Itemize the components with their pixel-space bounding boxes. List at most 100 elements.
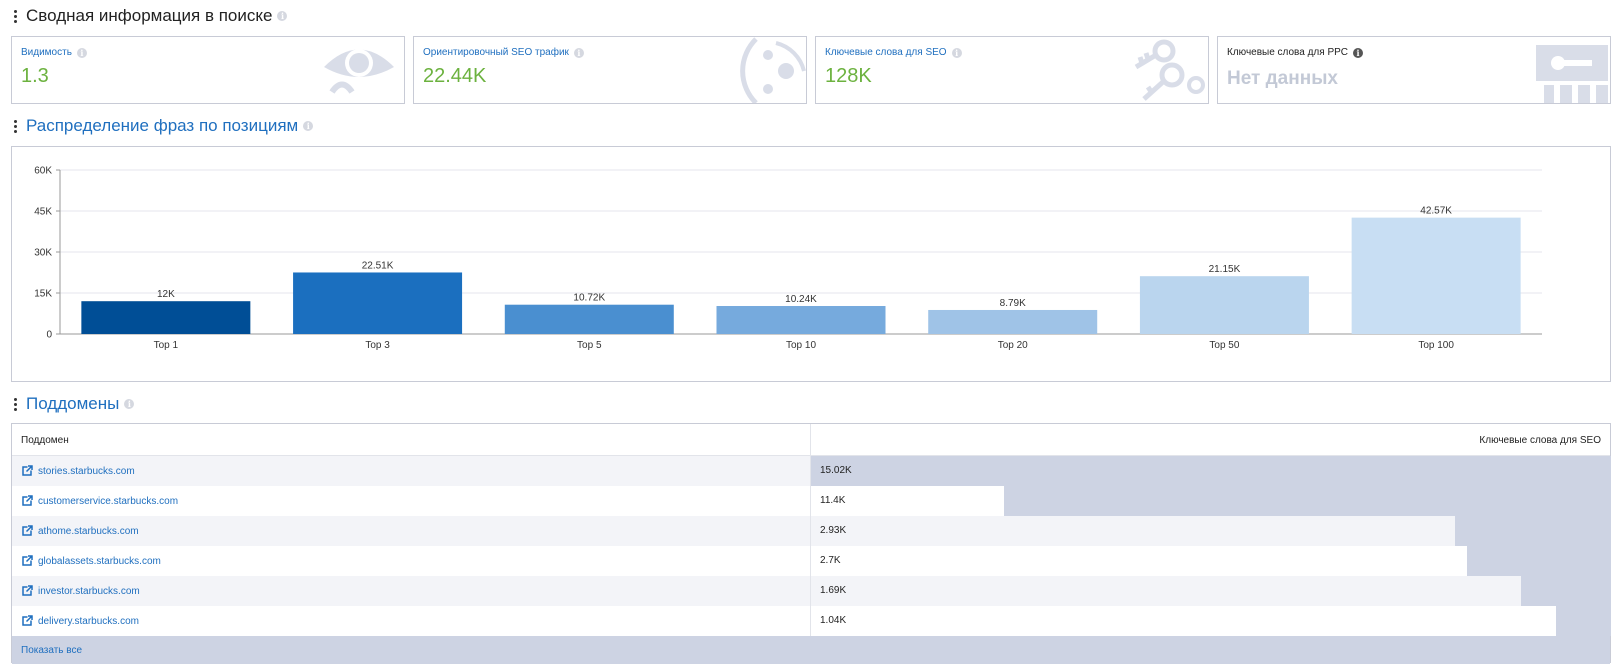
x-tick-label: Top 3 [365, 340, 390, 351]
positions-chart: 0 15K 30K 45K 60K 12K Top 1 22.51K Top 3 10.72K To… [11, 146, 1611, 382]
info-icon[interactable]: i [573, 47, 584, 58]
data-label: 10.72K [573, 293, 605, 304]
subdomain-name: globalassets.starbucks.com [38, 555, 161, 567]
bar-top-50 [1139, 276, 1309, 334]
subdomain-name: delivery.starbucks.com [38, 615, 139, 627]
subdomains-table: Поддомен Ключевые слова для SEO stories.… [11, 423, 1611, 664]
info-icon[interactable]: i [76, 47, 87, 58]
x-tick-label: Top 50 [1209, 340, 1239, 351]
bar-top-100 [1351, 217, 1521, 334]
data-label: 42.57K [1420, 206, 1452, 217]
summary-section-title: Сводная информация в поиске i [14, 6, 288, 26]
external-link-icon [22, 495, 33, 506]
show-all-link[interactable]: Показать все [21, 645, 83, 656]
subdomain-link[interactable]: stories.starbucks.com [21, 465, 135, 477]
y-tick-label: 45K [34, 207, 52, 218]
card-value-seo-keywords: 128K [825, 65, 872, 87]
keywords-bar-fill [811, 516, 1455, 546]
keys-icon [1134, 39, 1205, 101]
keywords-bar-fill [811, 486, 1004, 516]
subdomains-title: Поддомены [26, 394, 120, 413]
x-tick-label: Top 5 [577, 340, 602, 351]
table-row: athome.starbucks.com 2.93K [12, 516, 1611, 546]
keywords-bar-fill [811, 546, 1468, 576]
traffic-icon [740, 37, 806, 103]
data-label: 10.24K [785, 294, 817, 305]
column-header-subdomain[interactable]: Поддомен [21, 435, 69, 446]
bar-top-10 [716, 306, 886, 334]
keywords-bar-track: 1.69K [811, 576, 1611, 606]
subdomain-name: customerservice.starbucks.com [38, 495, 179, 507]
card-seo-keywords: Ключевые слова для SEO i 128K [815, 36, 1209, 104]
subdomain-link[interactable]: customerservice.starbucks.com [21, 495, 178, 507]
info-icon[interactable]: i [303, 121, 314, 131]
info-icon[interactable]: i [951, 47, 962, 58]
drag-handle-icon[interactable] [14, 119, 18, 133]
drag-handle-icon[interactable] [14, 397, 18, 411]
positions-bar-chart: 0 15K 30K 45K 60K 12K Top 1 22.51K Top 3 10.72K To… [34, 166, 1542, 351]
card-value-visibility: 1.3 [21, 65, 49, 87]
keywords-value: 2.93K [820, 525, 847, 536]
column-divider [810, 424, 811, 456]
x-tick-label: Top 10 [786, 340, 816, 351]
keywords-value: 1.04K [820, 615, 847, 626]
y-tick-label: 30K [34, 248, 52, 259]
keywords-bar-fill [811, 606, 1556, 636]
keywords-bar-track: 11.4K [811, 486, 1611, 516]
subdomains-section-title: Поддомены i [14, 394, 135, 414]
column-header-seo-keywords[interactable]: Ключевые слова для SEO [1479, 435, 1601, 446]
bar-top-5 [504, 304, 674, 334]
keywords-bar-track: 2.7K [811, 546, 1611, 576]
card-label-visibility: Видимость i [21, 47, 87, 58]
y-tick-label: 60K [34, 166, 52, 177]
column-divider [810, 516, 811, 546]
info-icon[interactable]: i [124, 399, 135, 409]
subdomain-link[interactable]: athome.starbucks.com [21, 525, 139, 537]
bar-top-3 [293, 272, 463, 334]
x-tick-label: Top 100 [1418, 340, 1454, 351]
table-row: stories.starbucks.com 15.02K [12, 456, 1611, 486]
info-icon[interactable]: i [277, 11, 288, 21]
column-divider [810, 606, 811, 636]
card-ppc-keywords: Ключевые слова для PPC i Нет данных [1217, 36, 1611, 104]
summary-title: Сводная информация в поиске [26, 6, 273, 25]
data-label: 12K [157, 289, 175, 300]
external-link-icon [22, 615, 33, 626]
keywords-value: 1.69K [820, 585, 847, 596]
drag-handle-icon[interactable] [14, 9, 18, 23]
table-row: delivery.starbucks.com 1.04K [12, 606, 1611, 636]
ppc-key-icon [1536, 45, 1608, 103]
keywords-bar-track: 15.02K [811, 456, 1611, 486]
bar-top-1 [81, 301, 251, 334]
table-header: Поддомен Ключевые слова для SEO [12, 424, 1610, 456]
subdomain-name: stories.starbucks.com [38, 465, 135, 477]
table-row: investor.starbucks.com 1.69K [12, 576, 1611, 606]
bar-top-20 [928, 309, 1098, 334]
table-row: globalassets.starbucks.com 2.7K [12, 546, 1611, 576]
keywords-bar-track: 1.04K [811, 606, 1611, 636]
keywords-value: 11.4K [820, 495, 846, 506]
info-icon[interactable]: i [1353, 47, 1364, 58]
card-label-seo-traffic: Ориентировочный SEO трафик i [423, 47, 584, 58]
column-divider [810, 546, 811, 576]
keywords-bar-track: 2.93K [811, 516, 1611, 546]
external-link-icon [22, 465, 33, 476]
column-divider [810, 456, 811, 486]
y-tick-label: 15K [34, 289, 52, 300]
data-label: 22.51K [362, 260, 394, 271]
subdomain-link[interactable]: delivery.starbucks.com [21, 615, 139, 627]
subdomain-link[interactable]: investor.starbucks.com [21, 585, 140, 597]
x-tick-label: Top 1 [154, 340, 179, 351]
column-divider [810, 576, 811, 606]
external-link-icon [22, 525, 33, 536]
keywords-value: 15.02K [820, 465, 852, 476]
table-row: customerservice.starbucks.com 11.4K [12, 486, 1611, 516]
positions-section-title: Распределение фраз по позициям i [14, 116, 314, 136]
x-tick-label: Top 20 [998, 340, 1028, 351]
keywords-value: 2.7K [820, 555, 841, 566]
data-label: 8.79K [1000, 298, 1026, 309]
subdomain-name: athome.starbucks.com [38, 525, 139, 537]
column-divider [810, 486, 811, 516]
data-label: 21.15K [1209, 264, 1241, 275]
subdomain-link[interactable]: globalassets.starbucks.com [21, 555, 161, 567]
